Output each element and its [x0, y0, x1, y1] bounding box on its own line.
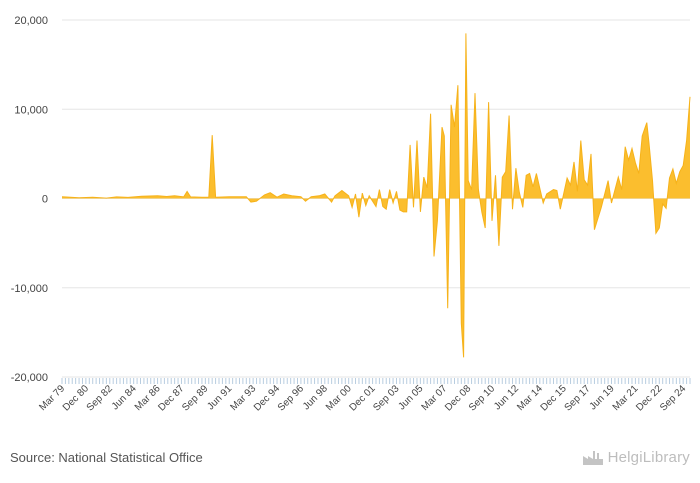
factory-icon [582, 451, 603, 465]
x-tick-label: Sep 96 [276, 383, 306, 413]
x-minor-ticks [61, 378, 691, 384]
x-tick-label: Sep 82 [85, 383, 115, 413]
x-tick-label: Sep 03 [371, 383, 401, 413]
y-tick-label: -10,000 [11, 283, 48, 295]
y-axis-ticks: 20,000 10,000 0 -10,000 -20,000 [11, 15, 48, 384]
y-tick-label: 0 [42, 194, 48, 206]
y-tick-label: -20,000 [11, 372, 48, 384]
y-tick-label: 20,000 [14, 15, 48, 27]
footer: Source: National Statistical Office Helg… [0, 440, 700, 483]
x-tick-label: Sep 10 [467, 383, 497, 413]
x-tick-label: Sep 89 [180, 383, 210, 413]
series-line [61, 33, 691, 358]
source-note: Source: National Statistical Office [10, 450, 203, 465]
brand-logo[interactable]: HelgiLibrary [582, 448, 690, 466]
series-area [62, 33, 690, 358]
logo-text: HelgiLibrary [607, 448, 690, 466]
x-tick-label: Sep 24 [658, 383, 688, 413]
y-tick-label: 10,000 [14, 104, 48, 116]
x-tick-label: Sep 17 [563, 383, 593, 413]
